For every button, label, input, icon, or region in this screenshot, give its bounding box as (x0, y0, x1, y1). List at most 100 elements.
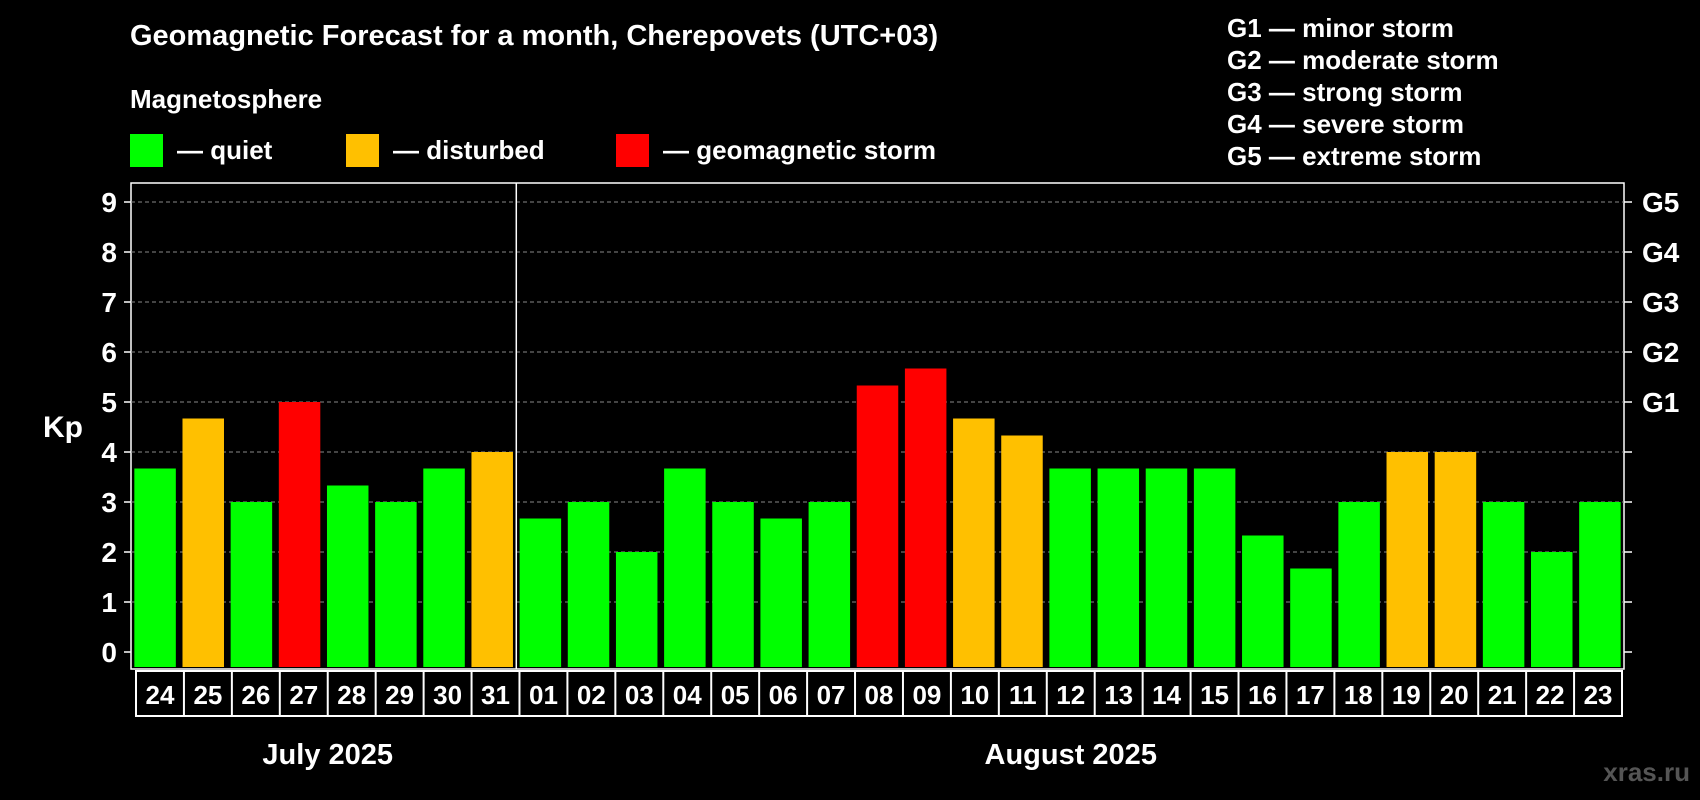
bar-07 (808, 502, 851, 667)
month-label: July 2025 (262, 739, 393, 771)
date-label: 17 (1296, 680, 1325, 710)
bar-19 (1386, 452, 1429, 667)
bar-13 (1097, 468, 1140, 667)
plot-frame (130, 182, 1625, 670)
bar-21 (1482, 502, 1525, 667)
y-tick-label: 3 (101, 487, 117, 518)
date-label: 20 (1440, 680, 1469, 710)
bar-01 (519, 518, 562, 667)
bar-14 (1145, 468, 1188, 667)
bar-22 (1531, 552, 1573, 667)
legend-swatch-disturbed (346, 133, 379, 167)
bar-05 (712, 502, 754, 667)
legend-label-quiet: — quiet (177, 134, 273, 165)
bar-31 (471, 452, 513, 667)
bar-20 (1434, 452, 1477, 667)
legend-label-disturbed: — disturbed (393, 134, 545, 165)
y-tick-label: 9 (101, 187, 117, 218)
date-label: 15 (1200, 680, 1229, 710)
bar-24 (134, 468, 176, 667)
y-tick-label: 8 (101, 237, 117, 268)
bar-10 (953, 418, 995, 667)
legend-swatch-storm (616, 133, 649, 167)
date-label: 06 (769, 680, 798, 710)
date-label: 31 (481, 680, 510, 710)
bar-12 (1049, 468, 1091, 667)
date-label: 18 (1344, 680, 1373, 710)
bar-08 (856, 385, 899, 667)
date-label: 03 (625, 680, 654, 710)
y-axis-label: Kp (43, 411, 83, 444)
chart-title: Geomagnetic Forecast for a month, Cherep… (130, 20, 939, 52)
bar-27 (278, 402, 321, 667)
y-tick-label: 2 (101, 537, 117, 568)
legend-label-storm: — geomagnetic storm (663, 134, 937, 165)
bar-17 (1290, 568, 1332, 667)
legend-heading: Magnetosphere (130, 84, 323, 114)
legend-item-quiet: — quiet (130, 133, 272, 167)
bar-23 (1579, 502, 1621, 667)
bar-09 (904, 368, 947, 667)
bar-04 (664, 468, 706, 667)
date-label: 14 (1152, 680, 1181, 710)
g-level-g2: G2 — moderate storm (1227, 45, 1499, 75)
watermark: xras.ru (1603, 757, 1690, 787)
date-label: 24 (146, 680, 175, 710)
date-label: 02 (577, 680, 606, 710)
date-label: 11 (1009, 680, 1037, 710)
right-tick-label: G2 (1642, 337, 1679, 368)
date-label: 04 (673, 680, 702, 710)
bar-06 (760, 518, 802, 667)
g-level-g4: G4 — severe storm (1227, 109, 1465, 139)
date-label: 12 (1056, 680, 1085, 710)
y-tick-label: 5 (101, 387, 117, 418)
y-tick-label: 1 (101, 587, 117, 618)
right-tick-label: G1 (1642, 387, 1679, 418)
right-tick-label: G5 (1642, 187, 1679, 218)
month-label: August 2025 (985, 739, 1157, 771)
bar-15 (1193, 468, 1236, 667)
bar-28 (326, 485, 369, 667)
date-label: 16 (1248, 680, 1277, 710)
legend-item-storm: — geomagnetic storm (616, 133, 936, 167)
y-tick-label: 4 (101, 437, 117, 468)
bar-11 (1001, 435, 1043, 667)
date-label: 30 (433, 680, 462, 710)
date-label: 05 (721, 680, 750, 710)
date-label: 29 (385, 680, 414, 710)
date-label: 25 (193, 680, 222, 710)
g-level-g5: G5 — extreme storm (1227, 141, 1482, 171)
bar-03 (615, 552, 658, 667)
legend-swatch-quiet (130, 133, 163, 167)
bar-18 (1338, 502, 1380, 667)
date-label: 01 (529, 680, 558, 710)
date-label: 26 (241, 680, 270, 710)
g-level-g3: G3 — strong storm (1227, 77, 1463, 107)
g-level-legend: G1 — minor storm G2 — moderate storm G3 … (1227, 12, 1499, 172)
bar-16 (1242, 535, 1284, 667)
bar-25 (182, 418, 224, 667)
date-label: 10 (960, 680, 989, 710)
y-tick-label: 7 (101, 287, 117, 318)
right-tick-label: G3 (1642, 287, 1679, 318)
date-label: 27 (289, 680, 318, 710)
date-label: 09 (912, 680, 941, 710)
bar-26 (230, 502, 273, 667)
date-label: 08 (865, 680, 894, 710)
y-tick-label: 6 (101, 337, 117, 368)
bar-02 (567, 502, 610, 667)
date-label: 22 (1536, 680, 1565, 710)
right-tick-label: G4 (1642, 237, 1680, 268)
date-row-frame (135, 670, 1623, 717)
bar-30 (423, 468, 465, 667)
date-label: 07 (817, 680, 846, 710)
g-level-g1: G1 — minor storm (1227, 13, 1454, 43)
date-label: 13 (1104, 680, 1133, 710)
date-label: 28 (337, 680, 366, 710)
bar-29 (375, 502, 417, 667)
date-label: 21 (1488, 680, 1517, 710)
y-tick-label: 0 (101, 637, 117, 668)
legend-item-disturbed: — disturbed (346, 133, 545, 167)
date-label: 19 (1392, 680, 1421, 710)
